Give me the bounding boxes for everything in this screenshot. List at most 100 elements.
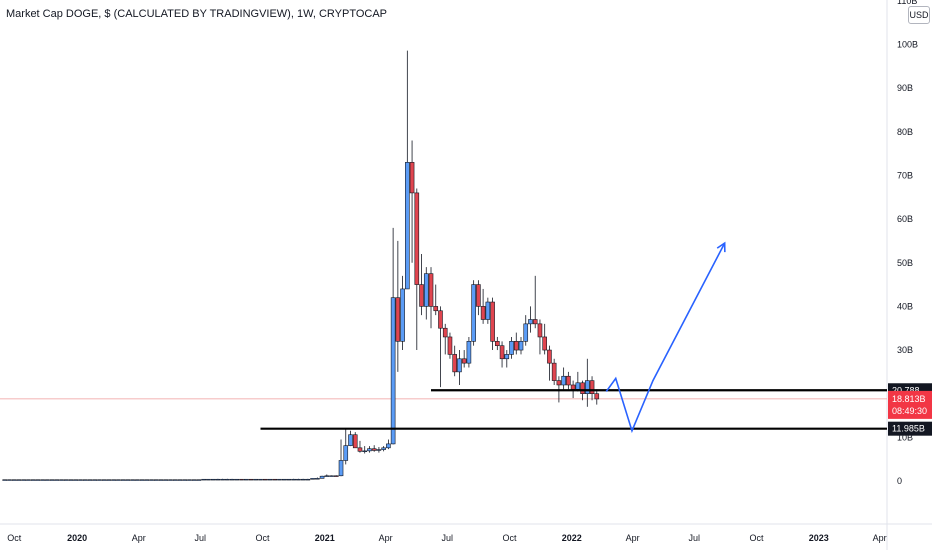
candle-body bbox=[11, 479, 17, 481]
candle-body bbox=[272, 478, 278, 481]
candle bbox=[163, 479, 169, 481]
candle-body bbox=[248, 478, 254, 481]
candle-body bbox=[566, 375, 571, 386]
x-tick-label: Oct bbox=[502, 533, 517, 543]
candle bbox=[248, 478, 254, 481]
candle bbox=[551, 358, 557, 385]
candle-body bbox=[158, 479, 164, 481]
candle-body bbox=[551, 362, 557, 381]
y-tick-label: 50B bbox=[897, 258, 913, 268]
candle bbox=[182, 479, 188, 481]
candle bbox=[300, 478, 306, 481]
candle bbox=[357, 440, 363, 453]
candle-body bbox=[16, 479, 22, 481]
candle-body bbox=[428, 273, 434, 307]
candle-body bbox=[589, 380, 595, 395]
candle-body bbox=[457, 358, 462, 373]
candle bbox=[111, 479, 116, 481]
y-tick-label: 10B bbox=[897, 432, 913, 442]
candle bbox=[504, 350, 510, 368]
candle bbox=[499, 341, 505, 368]
candle-body bbox=[509, 341, 514, 355]
candle bbox=[281, 478, 287, 481]
candle-body bbox=[333, 475, 339, 477]
candle bbox=[243, 478, 249, 481]
candle-body bbox=[466, 341, 472, 364]
candle-body bbox=[54, 479, 60, 481]
candle-body bbox=[414, 192, 420, 285]
candle-body bbox=[277, 478, 282, 481]
candle-body bbox=[324, 475, 330, 477]
candle-body bbox=[163, 479, 169, 481]
candle bbox=[315, 477, 320, 480]
candle-body bbox=[116, 479, 121, 481]
level-price-text: 20.788 bbox=[892, 385, 920, 395]
candle bbox=[158, 479, 164, 481]
candle bbox=[423, 267, 429, 320]
candle-body bbox=[570, 384, 576, 390]
candle-body bbox=[352, 434, 358, 449]
candle bbox=[187, 479, 192, 481]
x-tick-label: 2023 bbox=[809, 533, 829, 543]
candle-body bbox=[348, 434, 353, 446]
candle-body bbox=[229, 478, 235, 481]
candle bbox=[447, 332, 453, 359]
y-tick-label: 60B bbox=[897, 214, 913, 224]
candle-body bbox=[267, 478, 273, 481]
candle-body bbox=[296, 478, 301, 481]
candle bbox=[253, 478, 259, 481]
candle-body bbox=[461, 358, 467, 364]
candle bbox=[319, 475, 325, 479]
candle bbox=[258, 478, 263, 481]
candle bbox=[45, 479, 50, 481]
candle-body bbox=[575, 382, 581, 390]
candle-body bbox=[182, 479, 188, 481]
candle-body bbox=[362, 450, 368, 452]
candle bbox=[495, 336, 500, 351]
candle bbox=[272, 478, 278, 481]
candle-body bbox=[442, 327, 448, 338]
candle bbox=[547, 345, 552, 381]
candle bbox=[381, 446, 386, 452]
candle bbox=[480, 288, 486, 324]
candle bbox=[395, 240, 401, 372]
level-price-text: 11.985B bbox=[892, 424, 925, 434]
candle-body bbox=[177, 479, 183, 481]
currency-button[interactable]: USD bbox=[908, 6, 930, 24]
candle bbox=[16, 479, 22, 481]
candle-body bbox=[556, 380, 562, 386]
projection-path bbox=[605, 242, 726, 434]
candle bbox=[333, 475, 339, 477]
candle-body bbox=[537, 323, 543, 338]
candle bbox=[229, 478, 235, 481]
candle-body bbox=[504, 354, 510, 360]
candle-body bbox=[338, 460, 344, 477]
candle bbox=[35, 479, 41, 481]
candle bbox=[296, 478, 301, 481]
candle bbox=[172, 479, 178, 481]
candle-body bbox=[120, 479, 126, 481]
candle-body bbox=[452, 354, 457, 373]
candle-body bbox=[30, 479, 36, 481]
level-price-tag-bg bbox=[888, 421, 932, 436]
candle-body bbox=[130, 479, 135, 481]
candle bbox=[68, 479, 74, 481]
candle-body bbox=[471, 284, 476, 342]
candle-body bbox=[286, 478, 292, 481]
last-price-text: 18.813B bbox=[892, 394, 926, 404]
candle bbox=[566, 371, 571, 390]
candle bbox=[26, 479, 31, 481]
candle-body bbox=[357, 447, 363, 452]
candle-body bbox=[390, 297, 396, 445]
candle bbox=[225, 478, 230, 481]
candle bbox=[428, 267, 434, 329]
candle-body bbox=[2, 479, 8, 481]
candle bbox=[575, 371, 581, 392]
candle bbox=[461, 350, 467, 368]
candle-body bbox=[329, 475, 334, 477]
candle bbox=[196, 479, 202, 481]
candle-body bbox=[125, 479, 131, 481]
candle bbox=[177, 479, 183, 481]
candle bbox=[2, 479, 8, 481]
